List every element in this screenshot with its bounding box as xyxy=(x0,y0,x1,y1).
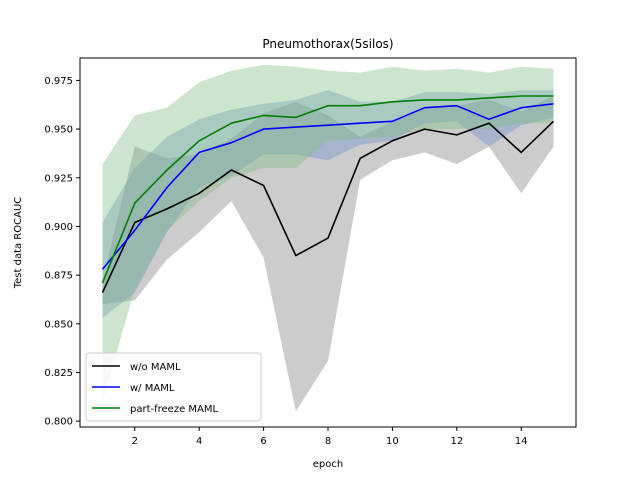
legend-label-w-maml: w/ MAML xyxy=(130,383,175,394)
x-tick-label: 2 xyxy=(132,436,138,447)
x-tick-label: 12 xyxy=(450,436,463,447)
series-lines xyxy=(101,95,555,293)
legend: w/o MAML w/ MAML part-freeze MAML xyxy=(85,352,262,422)
y-axis-label: Test data ROCAUC xyxy=(13,197,24,290)
y-tick-label: 0.875 xyxy=(44,271,73,282)
line-part-freeze-maml xyxy=(101,95,554,284)
y-tick-label: 0.925 xyxy=(44,173,73,184)
legend-label-part-freeze-maml: part-freeze MAML xyxy=(130,404,219,415)
legend-box xyxy=(85,352,262,422)
x-tick-label: 4 xyxy=(196,436,202,447)
x-tick-label: 8 xyxy=(325,436,331,447)
x-tick-label: 14 xyxy=(515,436,528,447)
x-axis-label: epoch xyxy=(313,459,343,470)
y-tick-label: 0.825 xyxy=(44,368,73,379)
y-tick-label: 0.975 xyxy=(44,76,73,87)
y-tick-label: 0.900 xyxy=(44,222,73,233)
y-tick-label: 0.850 xyxy=(44,319,73,330)
x-axis-ticks: 2 4 6 8 10 12 14 xyxy=(132,427,528,447)
legend-label-w-o-maml: w/o MAML xyxy=(130,362,181,373)
y-tick-label: 0.950 xyxy=(44,125,73,136)
band-w-o-maml xyxy=(102,96,554,412)
line-w-maml xyxy=(101,103,554,270)
y-tick-label: 0.800 xyxy=(44,417,73,428)
band-part-freeze-maml xyxy=(102,64,554,402)
y-axis-ticks: 0.800 0.825 0.850 0.875 0.900 0.925 0.950 0.975 xyxy=(44,76,80,428)
x-tick-label: 6 xyxy=(260,436,266,447)
chart-title: Pneumothorax(5silos) xyxy=(262,37,393,51)
line-w-o-maml xyxy=(101,120,555,293)
x-tick-label: 10 xyxy=(386,436,399,447)
